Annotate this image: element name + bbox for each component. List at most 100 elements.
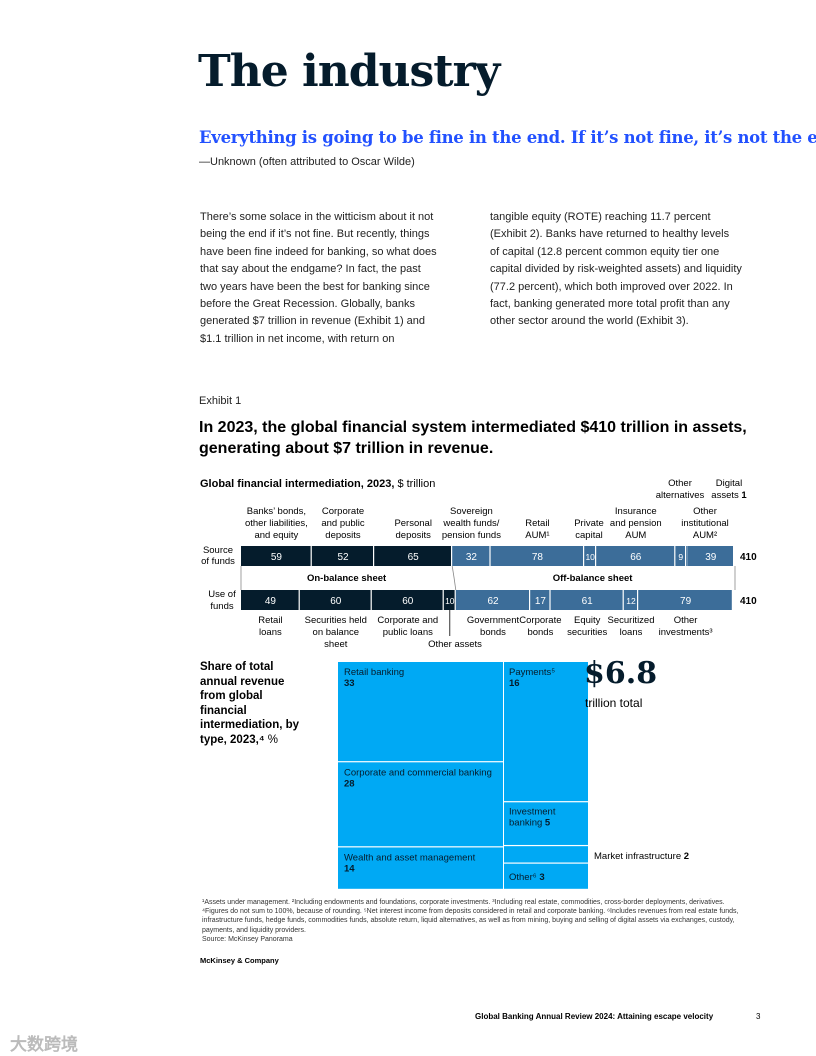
source-label: Other alternatives: [656, 478, 705, 501]
revenue-treemap: Retail banking 33 Corporate and commercial…: [338, 662, 689, 889]
bar-value-label: 62: [487, 596, 499, 607]
chart-unit: $ trillion: [397, 478, 436, 490]
bar-segment-securitized-loans: [623, 590, 637, 610]
treemap-label-market-infrastructure: Market infrastructure 2: [594, 851, 689, 862]
bar-segment-other-institutional-aum-: [687, 546, 733, 566]
revenue-share-title-text: Share of total annual revenue from globa…: [200, 661, 300, 746]
epigraph-attribution: —Unknown (often attributed to Oscar Wild…: [199, 156, 415, 168]
body-column-left: There’s some solace in the witticism abo…: [200, 209, 462, 348]
bar-segment-other-alternatives: [675, 546, 685, 566]
body-column-right: tangible equity (ROTE) reaching 11.7 per…: [490, 209, 770, 331]
body-line: that say about the endgame? In fact, the…: [200, 263, 421, 276]
body-line: being the end if it’s not fine. But rece…: [200, 228, 430, 241]
exhibit-label: Exhibit 1: [199, 395, 242, 407]
treemap-cell-other-: [504, 863, 588, 889]
bar-segment-equity-securities: [550, 590, 623, 610]
treemap-label: Other⁶ 3: [509, 872, 545, 883]
treemap-cell-payments-: [504, 662, 588, 802]
source-note: Source: McKinsey Panorama: [202, 935, 293, 943]
treemap-cell-retail-banking: [338, 662, 503, 762]
bar-value-label: 61: [582, 596, 594, 607]
bar-value-label: 52: [337, 552, 349, 563]
source-label: Digital assets 1: [711, 478, 747, 501]
bar-segment-sovereign-wealth-funds-pension-funds: [452, 546, 490, 566]
body-line: (77.2 percent), which both improved over…: [490, 280, 733, 293]
bar-segment-retail-loans: [241, 590, 299, 610]
bar-value-label: 12: [626, 596, 636, 606]
bar-value-label: 78: [532, 552, 544, 563]
source-label: Banks’ bonds, other liabilities, and equit…: [245, 506, 308, 541]
source-total: 410: [740, 552, 757, 563]
watermark: 大数跨境: [10, 1035, 78, 1054]
body-line: fact, banking generated more total profi…: [490, 298, 730, 311]
revenue-total-value: $6.8: [584, 656, 658, 691]
bar-segment-corporate-and-public-loans: [371, 590, 443, 610]
use-label: Equity securities: [567, 615, 607, 638]
treemap-cell-market-infrastructure: [504, 846, 588, 863]
bar-value-label: 66: [630, 552, 642, 563]
bar-segment-banks-bonds-other-liabilities-and-equity: [241, 546, 311, 566]
use-total: 410: [740, 596, 757, 607]
treemap-label: Wealth and asset management 14: [344, 852, 476, 874]
bar-segment-private-capital: [584, 546, 595, 566]
bar-segment-retail-aum-: [490, 546, 583, 566]
body-line: There’s some solace in the witticism abo…: [200, 211, 434, 223]
bar-value-label: 9: [678, 552, 683, 562]
bar-value-label: 32: [466, 552, 478, 563]
revenue-share-unit: %: [267, 733, 278, 746]
treemap-cell-investment-banking: [504, 802, 588, 845]
bar-value-label: 10: [445, 596, 455, 606]
bar-segment-personal-deposits: [374, 546, 451, 566]
use-label: Government bonds: [467, 615, 520, 638]
on-balance-label: On-balance sheet: [307, 573, 387, 584]
bar-value-label: 10: [585, 552, 595, 562]
bar-value-label: 79: [680, 596, 692, 607]
bar-segment-corporate-bonds: [530, 590, 550, 610]
footnotes: ¹Assets under management. ²Including end…: [202, 898, 750, 944]
use-label: Other assets: [428, 639, 482, 650]
page-footer-title: Global Banking Annual Review 2024: Attai…: [475, 1012, 714, 1021]
epigraph-quote: Everything is going to be fine in the en…: [199, 128, 816, 147]
treemap-label: Retail banking 33: [344, 667, 404, 689]
use-label: Securities held on balance sheet: [305, 615, 367, 650]
bar-segment-other-investments-: [638, 590, 732, 610]
bar-segment-insurance-and-pension-aum: [596, 546, 675, 566]
exhibit-headline: In 2023, the global financial system int…: [199, 419, 747, 457]
body-line: tangible equity (ROTE) reaching 11.7 per…: [490, 211, 711, 223]
bar-value-label: 60: [402, 596, 414, 607]
treemap-cell-corporate-and-commercial-banking: [338, 762, 503, 847]
body-line: other sector around the world (Exhibit 3…: [490, 315, 689, 328]
bar-value-label: 49: [265, 596, 277, 607]
page-title: The industry: [198, 46, 500, 97]
use-label: Corporate bonds: [519, 615, 561, 638]
footnote-text: ¹Assets under management. ²Including end…: [202, 899, 739, 934]
page-number: 3: [756, 1012, 761, 1021]
body-line: before the Great Recession. Globally, ba…: [200, 298, 416, 311]
body-line: of capital (12.8 percent common equity t…: [490, 245, 720, 258]
bar-value-label: 59: [271, 552, 283, 563]
source-label: Private capital: [574, 518, 604, 541]
bar-segment-securities-held-on-balance-sheet: [299, 590, 371, 610]
use-label: Other investments³: [659, 615, 713, 638]
use-label: Securitized loans: [608, 615, 655, 638]
brand-name: McKinsey & Company: [200, 956, 279, 965]
source-label: Other institutional AUM²: [681, 506, 729, 541]
bar-segment-digital-assets: [686, 546, 688, 566]
bar-value-label: 39: [705, 552, 717, 563]
body-line: generated $7 trillion in revenue (Exhibi…: [200, 315, 426, 328]
chart-title-text: Global financial intermediation, 2023,: [200, 478, 395, 490]
source-label: Personal deposits: [394, 518, 432, 541]
intermediation-chart-title: Global financial intermediation, 2023, $…: [200, 478, 435, 490]
treemap-label: Payments⁵ 16: [509, 667, 555, 689]
body-line: have been fine indeed for banking, so wh…: [200, 245, 437, 258]
source-label: Sovereign wealth funds/pension funds: [442, 506, 501, 541]
treemap-label: Investment banking 5: [509, 806, 556, 828]
intermediation-stacked-bar-chart: 59 52 65 32 78 10 66 9 39 49 60 60 10 62 17 61 12 79 Banks…: [201, 478, 757, 650]
source-label: Corporate and public deposits: [321, 506, 365, 541]
use-label: Retail loans: [258, 615, 282, 638]
revenue-share-title: Share of total annual revenue from globa…: [200, 660, 310, 747]
bar-segment-government-bonds: [455, 590, 529, 610]
treemap-cell-wealth-and-asset-management: [338, 847, 503, 889]
body-line: capital divided by risk-weighted assets)…: [490, 263, 742, 276]
bar-segment-other-assets: [443, 590, 455, 610]
